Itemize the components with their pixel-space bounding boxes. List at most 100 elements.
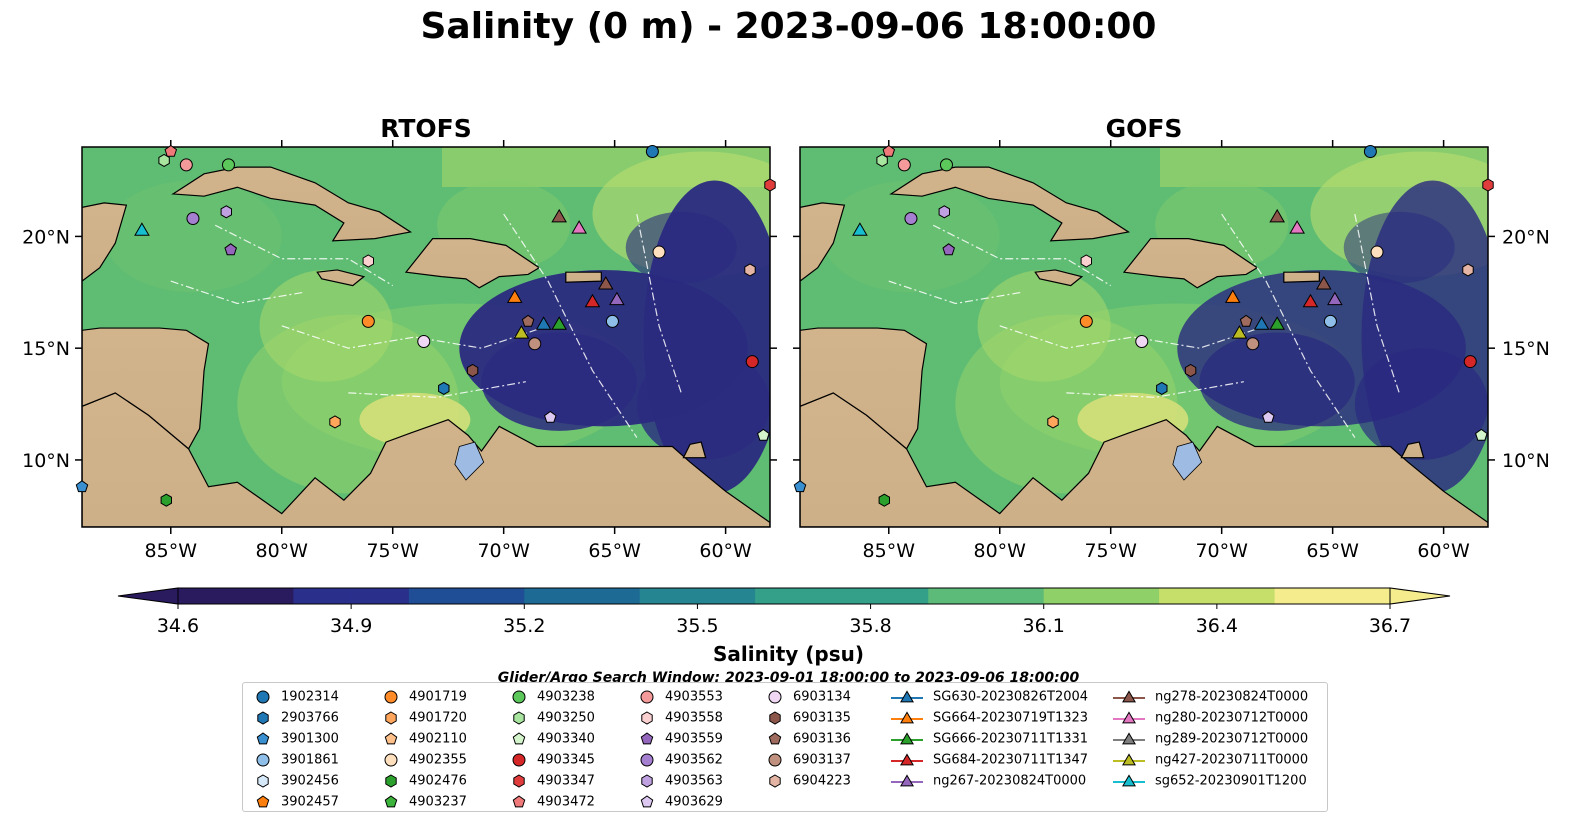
colorbar-tick-label: 35.8 [849,615,891,637]
argo-float-6904223 [1462,263,1474,277]
legend-label: 4903559 [665,731,723,747]
argo-float-4903250 [876,153,888,167]
low-salinity-plume [1199,332,1355,431]
legend-item: 4901720 [381,709,467,727]
legend-label: ng280-20230712T0000 [1155,710,1309,726]
legend-item: 4903562 [637,751,723,769]
lat-tick-label: 20°N [22,226,70,248]
legend-label: 4903562 [665,752,723,768]
argo-float-4903250 [158,153,170,167]
land [682,441,707,459]
legend-marker-hexagon [769,774,781,788]
legend-label: 4903472 [537,794,595,810]
legend-item: ng278-20230824T0000 [1111,688,1308,706]
salinity-patch [822,180,1000,293]
argo-float-4903629 [544,410,557,423]
legend-item: 4902355 [381,751,467,769]
argo-float-3901300 [793,480,807,493]
argo-float-4903629 [1262,410,1275,423]
argo-float-6903134 [417,334,431,348]
legend-marker-circle [512,753,526,767]
legend-label: 3902456 [281,773,339,789]
legend-item: SG630-20230826T2004 [889,688,1088,706]
colorbar-extend-high [1389,587,1451,605]
lon-tick-label: 70°W [1195,540,1248,562]
glider-SG630-20230826T2004 [1253,316,1270,330]
argo-float-6903137 [528,337,542,351]
glider-SG664-20230719T1323 [506,289,523,303]
legend-label: 6903137 [793,752,851,768]
legend-item: ng427-20230711T0000 [1111,751,1308,769]
argo-float-4902355 [652,245,666,259]
colorbar-segment [986,588,1045,604]
colorbar-segment [235,588,295,604]
argo-float-4903238 [939,158,953,172]
eez-boundary [932,224,1112,287]
legend-label: 4903237 [409,794,467,810]
legend-label: ng267-20230824T0000 [933,773,1087,789]
salinity-patch [104,180,282,293]
glider-ng278-20230824T0000 [1269,208,1285,223]
argo-float-4903238 [221,158,235,172]
legend-item: ng267-20230824T0000 [889,772,1086,790]
legend-label: 1902314 [281,689,339,705]
legend-item: SG664-20230719T1323 [889,709,1088,727]
legend-item: 3901861 [253,751,339,769]
legend-label: SG630-20230826T2004 [933,689,1089,705]
argo-float-4903345 [1463,355,1477,369]
legend-item: 4903559 [637,730,723,748]
argo-float-4903340 [1475,428,1488,441]
colorbar-segment [697,588,756,604]
legend-label: SG684-20230711T1347 [933,752,1089,768]
glider-ng280-20230712T0000 [1289,220,1305,234]
legend-item: 4903250 [509,709,595,727]
legend-item: 2903766 [253,709,339,727]
argo-float-6903136 [1239,314,1253,327]
legend-label: 4902355 [409,752,467,768]
lon-tick-label: 85°W [145,540,198,562]
legend-marker-circle [768,690,782,704]
land [800,327,928,450]
low-salinity-plume [1343,211,1455,284]
legend-marker-pentagon [640,795,654,808]
land [82,202,128,282]
legend-label: sg652-20230901T1200 [1155,773,1307,789]
legend-marker-circle [256,753,270,767]
legend-item: 6903134 [765,688,851,706]
lon-tick-label: 80°W [974,540,1027,562]
legend-item: 4903237 [381,793,467,811]
eez-boundary [348,381,526,398]
eez-boundary [214,224,394,287]
glider-sg652-20230901T1200 [134,222,150,236]
legend-item: 4903472 [509,793,595,811]
legend-item: 6903135 [765,709,851,727]
legend-label: 6903134 [793,689,851,705]
legend-item: 4902110 [381,730,467,748]
argo-float-4903347 [1482,178,1494,192]
land [316,269,366,287]
legend-label: 4903558 [665,710,723,726]
colorbar-segment [351,588,410,604]
legend-marker-circle [384,753,398,767]
colorbar-segment [582,588,641,604]
colorbar-tick-label: 36.4 [1196,615,1238,637]
argo-float-4902476 [160,493,172,507]
legend-label: ng289-20230712T0000 [1155,731,1309,747]
legend-item: 1902314 [253,688,339,706]
glider-ng427-20230711T0000 [513,325,530,339]
legend-label: 2903766 [281,710,339,726]
argo-float-4901720 [329,415,341,429]
legend-marker-triangle [900,753,914,766]
colorbar-tick-label: 34.6 [157,615,199,637]
land [1283,271,1320,283]
land [1400,441,1425,459]
low-salinity-plume [636,348,770,460]
legend-item: 3902456 [253,772,339,790]
argo-float-4901719 [1079,314,1093,328]
legend-label: 4903347 [537,773,595,789]
argo-float-4903563 [220,205,232,219]
colorbar-tick-label: 36.1 [1023,615,1065,637]
legend-marker-hexagon [385,711,397,725]
main-title: Salinity (0 m) - 2023-09-06 18:00:00 [420,6,1157,47]
legend-marker-triangle [1122,711,1136,724]
